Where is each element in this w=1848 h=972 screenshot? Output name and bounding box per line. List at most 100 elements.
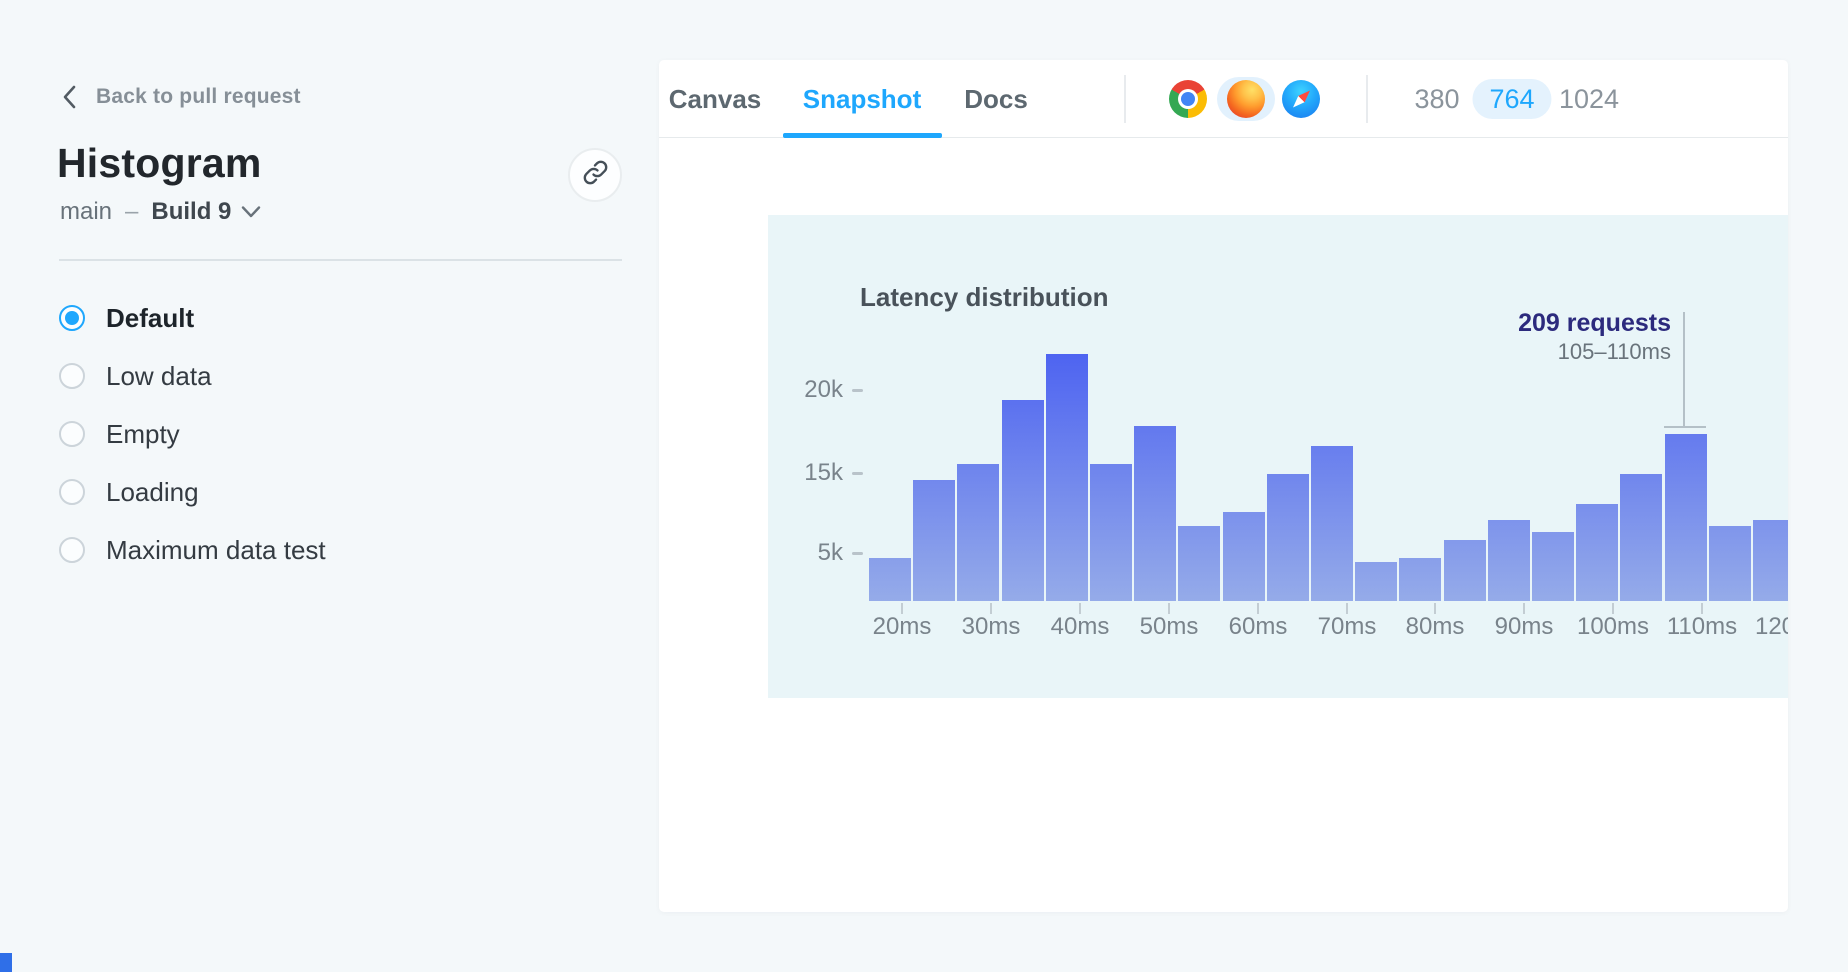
story-label: Loading: [106, 476, 199, 507]
back-to-pull-request-link[interactable]: Back to pull request: [59, 84, 301, 110]
annotation: 209 requests 105–110ms: [1371, 309, 1671, 365]
story-item-maximum-data-test[interactable]: Maximum data test: [59, 521, 619, 579]
histogram-bar: [913, 480, 955, 601]
histogram-bar: [1488, 520, 1530, 601]
branch-build-separator: –: [125, 198, 139, 225]
x-axis-label: 120ms: [1754, 613, 1788, 640]
safari-browser-button[interactable]: [1272, 77, 1330, 121]
firefox-browser-button[interactable]: [1217, 77, 1275, 121]
y-axis-label: 20k: [804, 376, 843, 403]
story-item-low-data[interactable]: Low data: [59, 347, 619, 405]
tab-canvas[interactable]: Canvas: [668, 84, 762, 114]
histogram-bar: [1134, 426, 1176, 601]
histogram-bar: [1444, 540, 1486, 601]
x-axis-label: 20ms: [872, 613, 932, 640]
active-tab-underline: [783, 133, 942, 138]
tab-snapshot[interactable]: Snapshot: [802, 84, 922, 114]
x-axis-label: 100ms: [1576, 613, 1650, 640]
chart-title: Latency distribution: [860, 282, 1109, 312]
radio-dot: [65, 427, 79, 441]
histogram-bar: [1665, 434, 1707, 601]
y-axis-tick: [852, 389, 863, 392]
story-label: Maximum data test: [106, 534, 326, 565]
x-axis-label: 30ms: [961, 613, 1021, 640]
story-label: Empty: [106, 418, 180, 449]
annotation-pointer-line: [1683, 312, 1685, 426]
build-number: Build 9: [151, 198, 232, 225]
histogram-bar: [1532, 532, 1574, 601]
copy-link-button[interactable]: [568, 148, 622, 202]
firefox-icon: [1227, 80, 1265, 118]
sidebar-divider: [59, 259, 622, 261]
radio-dot: [65, 311, 79, 325]
viewport-1024[interactable]: 1024: [1558, 84, 1620, 114]
story-label: Default: [106, 302, 195, 333]
annotation-range: 105–110ms: [1557, 339, 1671, 364]
link-icon: [582, 159, 609, 191]
tab-docs[interactable]: Docs: [964, 84, 1028, 114]
radio-unselected-icon: [59, 479, 85, 505]
viewport-764[interactable]: 764: [1472, 79, 1552, 119]
histogram-bar: [957, 464, 999, 601]
x-axis-tick: [1346, 603, 1348, 614]
story-list: Default Low data Empty Loading Maximum data …: [59, 289, 619, 579]
chrome-hub-inner: [1181, 92, 1195, 106]
x-axis-tick: [1168, 603, 1170, 614]
histogram-bar: [869, 558, 911, 601]
chevron-left-icon: [59, 84, 81, 110]
branch-name: main: [60, 198, 113, 225]
histogram-bar: [1576, 504, 1618, 601]
histogram-bar: [1709, 526, 1751, 601]
radio-dot: [65, 543, 79, 557]
histogram-bar: [1399, 558, 1441, 601]
x-axis-tick: [1257, 603, 1259, 614]
radio-dot: [65, 369, 79, 383]
x-axis-label: 80ms: [1405, 613, 1465, 640]
build-selector[interactable]: main – Build 9: [60, 198, 261, 226]
x-axis-tick: [1523, 603, 1525, 614]
radio-selected-icon: [59, 305, 85, 331]
annotation-pointer-cap: [1664, 426, 1706, 428]
histogram-bar: [1090, 464, 1132, 601]
sidebar: Back to pull request Histogram main – Bu…: [0, 0, 659, 972]
story-item-loading[interactable]: Loading: [59, 463, 619, 521]
y-axis-label: 15k: [804, 459, 843, 486]
x-axis-label: 110ms: [1666, 613, 1738, 640]
x-axis-tick: [1079, 603, 1081, 614]
histogram-bar: [1311, 446, 1353, 601]
histogram-bar: [1178, 526, 1220, 601]
x-axis-tick: [1701, 603, 1703, 614]
histogram-bar: [1753, 520, 1788, 601]
story-item-empty[interactable]: Empty: [59, 405, 619, 463]
radio-unselected-icon: [59, 363, 85, 389]
story-label: Low data: [106, 360, 212, 391]
viewport-380[interactable]: 380: [1414, 84, 1460, 114]
back-label: Back to pull request: [96, 85, 301, 108]
histogram-bar: [1223, 512, 1265, 601]
radio-unselected-icon: [59, 537, 85, 563]
histogram-bar: [1267, 474, 1309, 601]
chrome-browser-button[interactable]: [1159, 77, 1217, 121]
toolbar-divider: [1124, 75, 1126, 123]
chevron-down-icon: [241, 198, 261, 226]
x-axis-tick: [1612, 603, 1614, 614]
x-axis-label: 90ms: [1494, 613, 1554, 640]
histogram-bar: [1355, 562, 1397, 601]
corner-artifact: [0, 953, 12, 972]
safari-icon: [1282, 80, 1320, 118]
y-axis-tick: [852, 472, 863, 475]
toolbar-divider: [1366, 75, 1368, 123]
x-axis-label: 60ms: [1228, 613, 1288, 640]
story-item-default[interactable]: Default: [59, 289, 619, 347]
histogram-bar: [1046, 354, 1088, 601]
x-axis-label: 70ms: [1317, 613, 1377, 640]
histogram-bar: [1620, 474, 1662, 601]
y-axis-label: 5k: [817, 539, 843, 566]
histogram-bar: [1002, 400, 1044, 601]
x-axis-label: 50ms: [1139, 613, 1199, 640]
page-title: Histogram: [57, 140, 262, 186]
safari-needle: [1289, 87, 1312, 110]
snapshot-card: Canvas Snapshot Docs 380 764 1024 Latency di…: [659, 60, 1788, 912]
x-axis-label: 40ms: [1050, 613, 1110, 640]
